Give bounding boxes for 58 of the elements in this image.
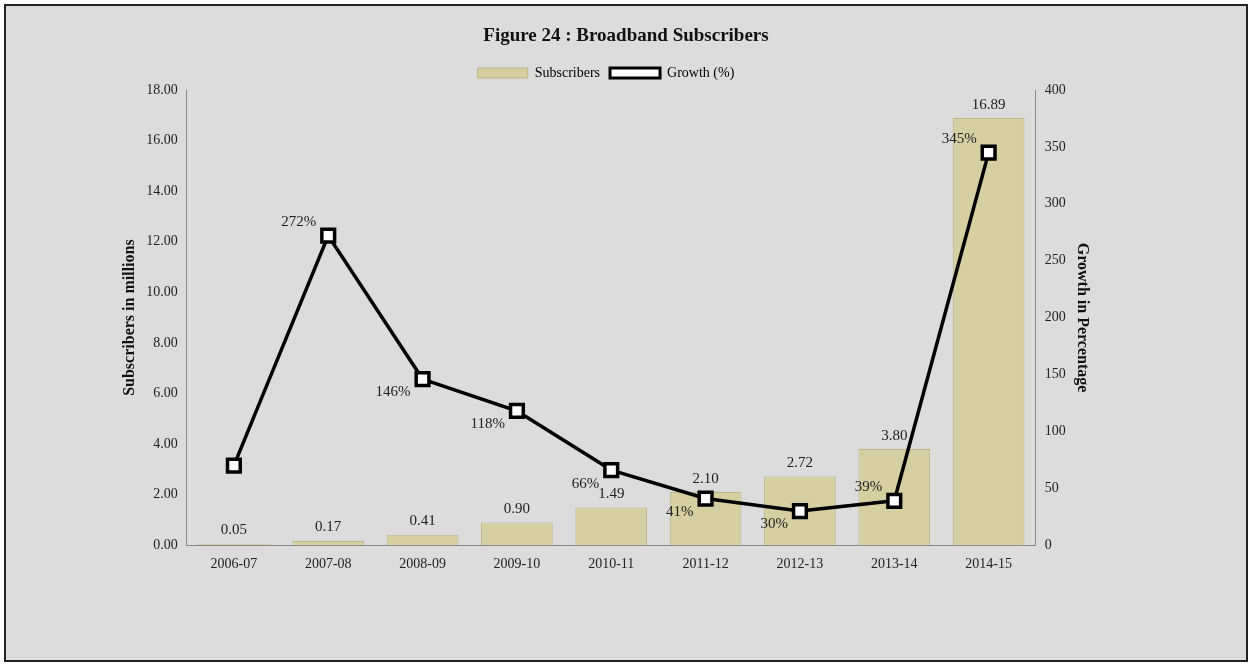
- point: [414, 370, 431, 388]
- chart-title: Figure 24 : Broadband Subscribers: [482, 24, 770, 46]
- y-tick-label: 14.00: [146, 182, 178, 198]
- data-label: 345%: [941, 130, 977, 147]
- data-label: 30%: [760, 515, 788, 532]
- y2-tick-label: 400: [1044, 81, 1066, 97]
- data-label: 3.80: [881, 426, 908, 443]
- data-label: 0.90: [503, 499, 531, 516]
- y2-tick-label: 200: [1044, 309, 1066, 325]
- data-label: 0.05: [220, 521, 247, 538]
- y2-tick-label: 100: [1044, 423, 1066, 439]
- x-tick-label: 2008-09: [399, 556, 446, 572]
- y-tick-label: 18.00: [146, 81, 178, 97]
- data-label: 16.89: [971, 95, 1006, 112]
- y2-tick-label: 50: [1044, 479, 1059, 495]
- legend-label: Growth (%): [667, 64, 735, 81]
- point: [886, 492, 903, 509]
- point: [603, 461, 620, 479]
- data-label: 1.49: [598, 484, 625, 501]
- point: [980, 144, 997, 161]
- x-tick-label: 2007-08: [304, 556, 352, 572]
- x-tick-label: 2012-13: [776, 556, 824, 572]
- y-tick-label: 4.00: [153, 435, 178, 451]
- x-tick-label: 2009-10: [493, 556, 541, 572]
- point: [508, 402, 526, 420]
- y-axis-title: Subscribers in millions: [119, 239, 137, 396]
- y-tick-label: 8.00: [153, 334, 178, 350]
- data-label: 66%: [571, 474, 600, 491]
- data-label: 272%: [281, 213, 317, 230]
- x-tick-label: 2006-07: [210, 556, 258, 572]
- y2-tick-label: 350: [1044, 138, 1066, 154]
- data-label: 2.72: [786, 453, 814, 470]
- y2-tick-label: 300: [1044, 195, 1066, 211]
- y-tick-label: 16.00: [146, 132, 178, 148]
- data-label: 0.41: [409, 512, 436, 529]
- data-label: 41%: [666, 502, 694, 519]
- y2-tick-label: 150: [1044, 366, 1066, 382]
- y-tick-label: 6.00: [153, 385, 178, 401]
- y2-axis-title: Growth in Percentage: [1074, 242, 1093, 393]
- y-tick-label: 12.00: [146, 233, 178, 249]
- y-tick-label: 0.00: [153, 536, 178, 552]
- y-tick-label: 10.00: [146, 283, 178, 299]
- x-tick-label: 2010-11: [588, 556, 635, 572]
- data-label: 0.17: [315, 518, 342, 535]
- y-tick-label: 2.00: [153, 486, 178, 502]
- point: [225, 457, 242, 474]
- y2-tick-label: 250: [1044, 252, 1066, 268]
- data-label: 39%: [854, 478, 883, 495]
- x-tick-label: 2011-12: [682, 556, 729, 572]
- x-tick-label: 2014-15: [965, 556, 1012, 572]
- data-label: 2.10: [692, 469, 719, 486]
- data-label: 146%: [375, 383, 411, 400]
- point: [320, 227, 337, 244]
- legend-label: Subscribers: [534, 64, 601, 80]
- data-label: 118%: [470, 415, 505, 432]
- x-tick-label: 2013-14: [870, 556, 918, 572]
- point: [697, 490, 714, 507]
- y2-tick-label: 0: [1044, 536, 1052, 552]
